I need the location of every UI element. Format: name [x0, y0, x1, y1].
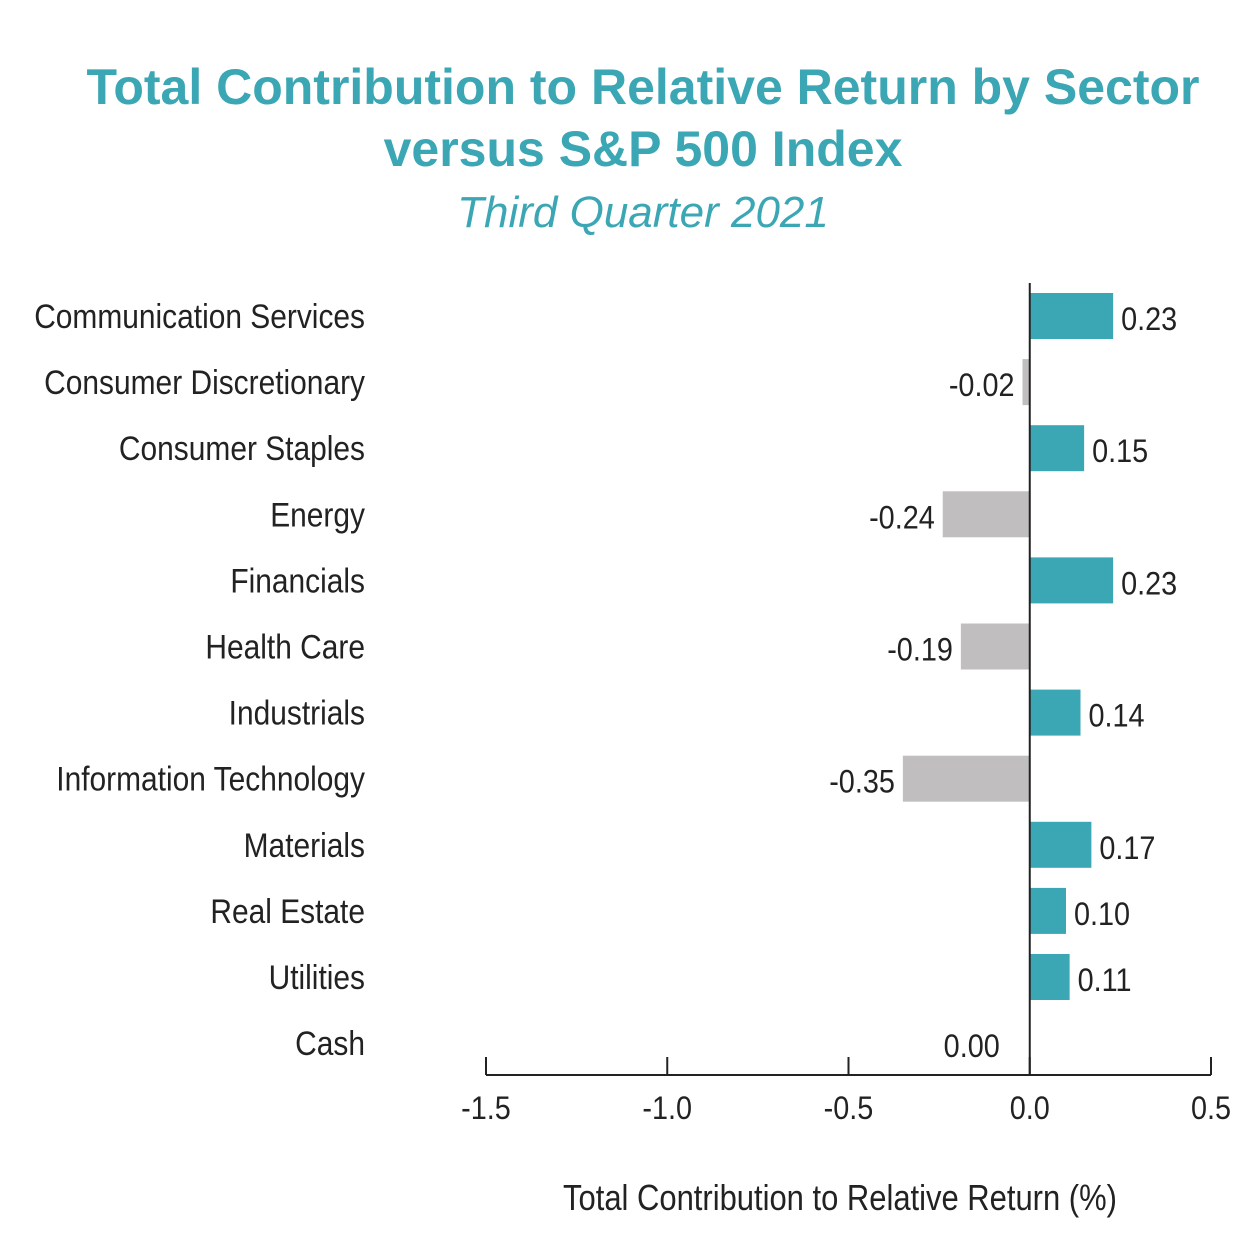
x-tick-label: -1.5	[461, 1091, 511, 1127]
x-axis-label: Total Contribution to Relative Return (%…	[563, 1179, 1117, 1219]
bar	[1029, 954, 1070, 1000]
category-label: Consumer Staples	[119, 429, 365, 467]
bar	[1029, 689, 1081, 736]
data-label: -0.35	[829, 764, 895, 800]
chart-subtitle: Third Quarter 2021	[457, 188, 829, 237]
bar	[1029, 821, 1092, 868]
bar	[1029, 887, 1066, 934]
category-label: Financials	[230, 562, 365, 600]
data-label: 0.11	[1078, 963, 1132, 999]
category-label: Real Estate	[210, 892, 365, 930]
category-label: Health Care	[205, 628, 365, 666]
category-label: Information Technology	[56, 760, 365, 798]
bar	[902, 755, 1030, 802]
category-label: Industrials	[229, 694, 365, 732]
category-label: Cash	[295, 1024, 365, 1062]
data-label: 0.15	[1092, 434, 1148, 470]
data-label: 0.23	[1121, 566, 1177, 602]
x-tick-label: -0.5	[824, 1091, 874, 1127]
x-tick-label: -1.0	[642, 1091, 692, 1127]
data-label: 0.00	[944, 1029, 1000, 1065]
data-label: -0.19	[887, 632, 953, 668]
data-label: 0.23	[1121, 302, 1177, 338]
category-label: Consumer Discretionary	[44, 363, 365, 401]
x-tick-label: 0.5	[1191, 1091, 1231, 1127]
bar	[1029, 425, 1085, 472]
data-label: -0.24	[869, 500, 935, 536]
data-label: 0.17	[1099, 830, 1155, 866]
bar	[1029, 293, 1114, 339]
bar	[960, 623, 1030, 670]
chart-title: Total Contribution to Relative Return by…	[86, 59, 1200, 115]
data-label: 0.14	[1089, 698, 1145, 734]
x-tick-label: 0.0	[1010, 1091, 1050, 1127]
category-label: Utilities	[269, 958, 365, 996]
category-label: Communication Services	[34, 297, 365, 335]
bar	[1022, 359, 1030, 406]
category-label: Energy	[270, 496, 365, 534]
chart-title-line-2: versus S&P 500 Index	[383, 121, 903, 177]
data-label: 0.10	[1074, 897, 1130, 933]
data-label: -0.02	[949, 368, 1015, 404]
bar	[942, 491, 1030, 538]
category-label: Materials	[244, 826, 365, 864]
bar	[1029, 557, 1114, 604]
